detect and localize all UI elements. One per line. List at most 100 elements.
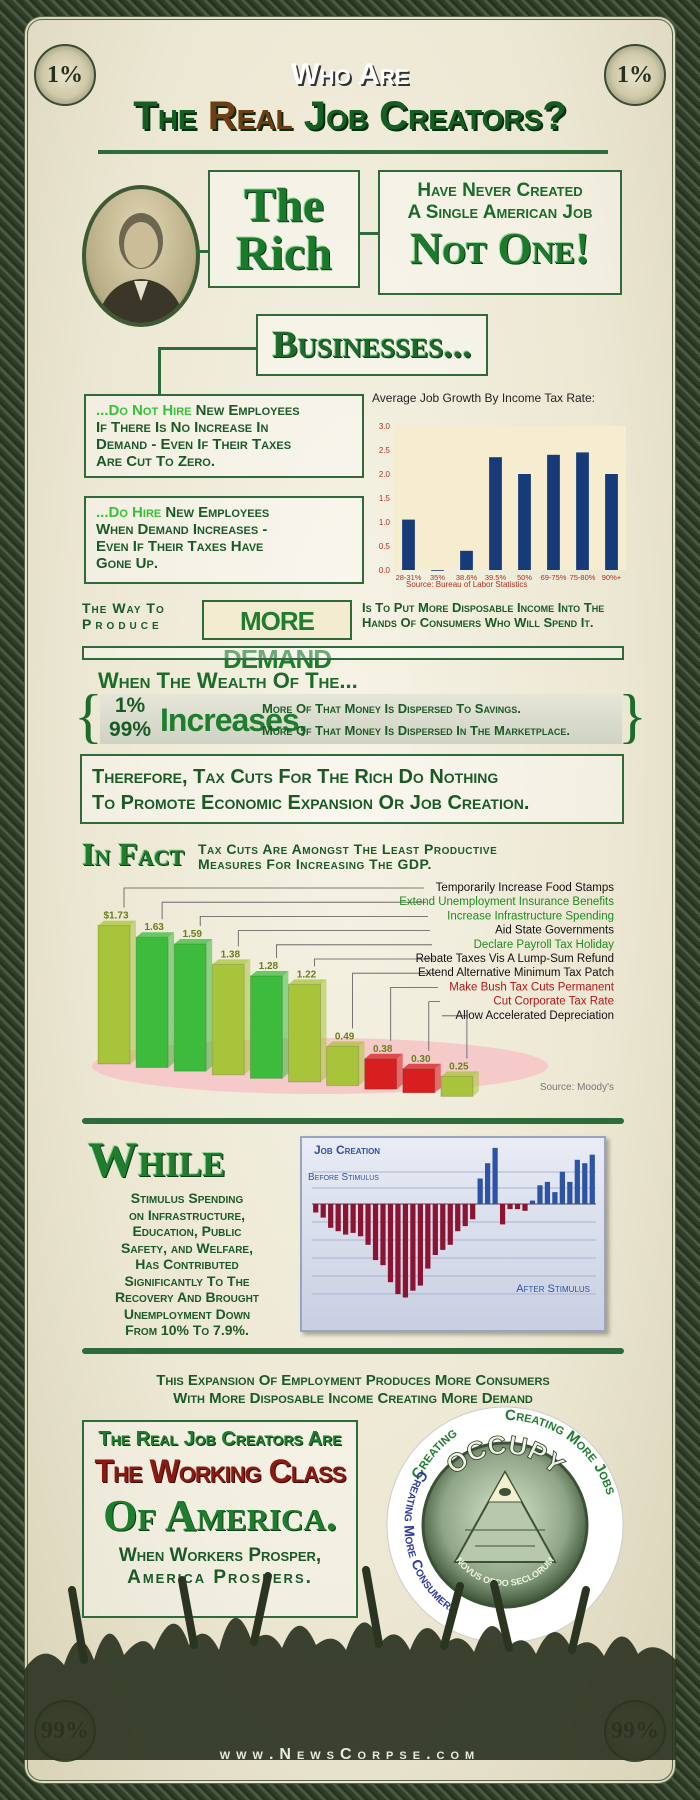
bar-top [288, 979, 327, 985]
y-tick-label: 0.0 [379, 566, 391, 575]
bar [395, 1204, 401, 1295]
job-growth-chart: Average Job Growth By Income Tax Rate: 0… [372, 391, 626, 589]
bar [320, 1204, 326, 1218]
creators-line-4: When Workers Prosper, [118, 1545, 322, 1566]
therefore-line-2: To Promote Economic Expansion Or Job Cre… [92, 792, 530, 814]
bar [547, 454, 560, 570]
bar-side [472, 1071, 479, 1097]
measure-label: Make Bush Tax Cuts Permanent [449, 981, 615, 993]
do-not-hire-label: ...Do Not Hire [96, 402, 192, 419]
title-line-2: The Real Job Creators? [133, 94, 567, 138]
text-line: Tax Cuts Are Amongst The Least Productiv… [198, 841, 498, 857]
y-tick-label: 2.5 [379, 446, 391, 455]
bar [489, 457, 502, 570]
bar [559, 1171, 565, 1204]
bar [567, 1181, 573, 1204]
bar [552, 1192, 558, 1204]
bar-side [396, 1053, 403, 1090]
measure-label: Temporarily Increase Food Stamps [436, 882, 615, 894]
divider-box [82, 646, 624, 660]
bar [402, 519, 415, 570]
bar [431, 570, 444, 571]
bar-side [320, 979, 327, 1082]
bar [249, 975, 283, 1079]
not-one-label: Not One! [410, 224, 590, 273]
creators-line-1: The Real Job Creators Are [98, 1428, 342, 1450]
text-line: Is To Put More Disposable Income Into Th… [362, 600, 605, 615]
bar-side [358, 1041, 365, 1086]
bar [432, 1204, 438, 1255]
bar [313, 1204, 319, 1213]
businesses-box: Businesses... [256, 314, 488, 376]
text-line: This Expansion Of Employment Produces Mo… [156, 1372, 550, 1389]
bar [544, 1181, 551, 1204]
callout-line [390, 987, 438, 1041]
callout-line [123, 887, 424, 908]
connector [158, 347, 161, 395]
bar-top [440, 1071, 479, 1077]
bar-top [136, 932, 175, 938]
in-fact-text: Tax Cuts Are Amongst The Least Productiv… [198, 842, 497, 872]
chart-title: Job Creation [314, 1143, 380, 1157]
corner-seal-top-right: 1% [604, 44, 666, 106]
do-hire-label: ...Do Hire [96, 504, 162, 521]
x-tick-label: 50% [517, 573, 532, 582]
eye-icon [499, 1488, 511, 1496]
never-created-box: Have Never Created A Single American Job… [378, 170, 622, 295]
value-label: 1.59 [182, 929, 202, 940]
bar [335, 1204, 341, 1232]
footer-url: www.NewsCorpse.com [219, 1746, 481, 1763]
therefore-line-1: Therefore, Tax Cuts For The Rich Do Noth… [92, 766, 499, 788]
title-line-1: Who Are [291, 58, 409, 91]
callout-line [442, 1015, 468, 1059]
y-tick-label: 3.0 [379, 422, 391, 431]
the-label: The [243, 179, 324, 232]
callout-line [199, 916, 428, 926]
corner-seal-top-left: 1% [34, 44, 96, 106]
value-label: 1.38 [221, 949, 241, 960]
bar [470, 1204, 476, 1220]
gdp-bang-for-buck-chart: $1.73 Temporarily Increase Food Stamps 1.6… [92, 882, 615, 1097]
bar-side [244, 959, 251, 1075]
connector [360, 232, 378, 235]
expansion-text: This Expansion Of Employment Produces Mo… [82, 1372, 624, 1408]
portrait-medallion [82, 185, 200, 327]
bar-top [174, 939, 213, 944]
measure-label: Aid State Governments [495, 925, 614, 937]
bar [387, 1204, 394, 1283]
connector [196, 250, 210, 253]
percent-labels: 1% 99% [100, 694, 160, 742]
right-brace: } [618, 683, 647, 749]
bar [477, 1178, 483, 1204]
bar-side [206, 939, 213, 1072]
x-tick-label: 28-31% [396, 573, 422, 582]
bar [364, 1058, 398, 1090]
callout-line [161, 901, 426, 920]
rich-label: Rich [236, 227, 332, 280]
businesses-title: Businesses... [272, 324, 472, 366]
measure-label: Declare Payroll Tax Holiday [474, 939, 615, 951]
bar-side [130, 920, 136, 1064]
measure-label: Extend Unemployment Insurance Benefits [399, 896, 614, 908]
x-tick-label: 39.5% [485, 573, 507, 582]
claim-line-2: A Single American Job [407, 202, 593, 223]
connector [158, 347, 258, 350]
text-fragment: New Employees [191, 402, 300, 419]
savings-line: More Of That Money Is Dispersed To Savin… [262, 701, 521, 716]
wealth-outcomes: More Of That Money Is Dispersed To Savin… [262, 698, 570, 742]
x-tick-label: 69-75% [541, 573, 567, 582]
y-tick-label: 0.5 [379, 542, 391, 551]
bar [447, 1204, 453, 1245]
bar [211, 963, 245, 1076]
bar [372, 1204, 379, 1261]
stimulus-line: Stimulus Spending [130, 1190, 244, 1206]
man-portrait-icon [96, 213, 186, 323]
y-tick-label: 2.0 [379, 470, 391, 479]
bar [440, 1075, 474, 1097]
bar-top [402, 1063, 441, 1069]
bar [365, 1204, 371, 1245]
bar [97, 925, 131, 1065]
x-tick-label: 75-80% [570, 573, 596, 582]
chart-source: Source: Bureau of Labor Statistics [406, 580, 527, 589]
